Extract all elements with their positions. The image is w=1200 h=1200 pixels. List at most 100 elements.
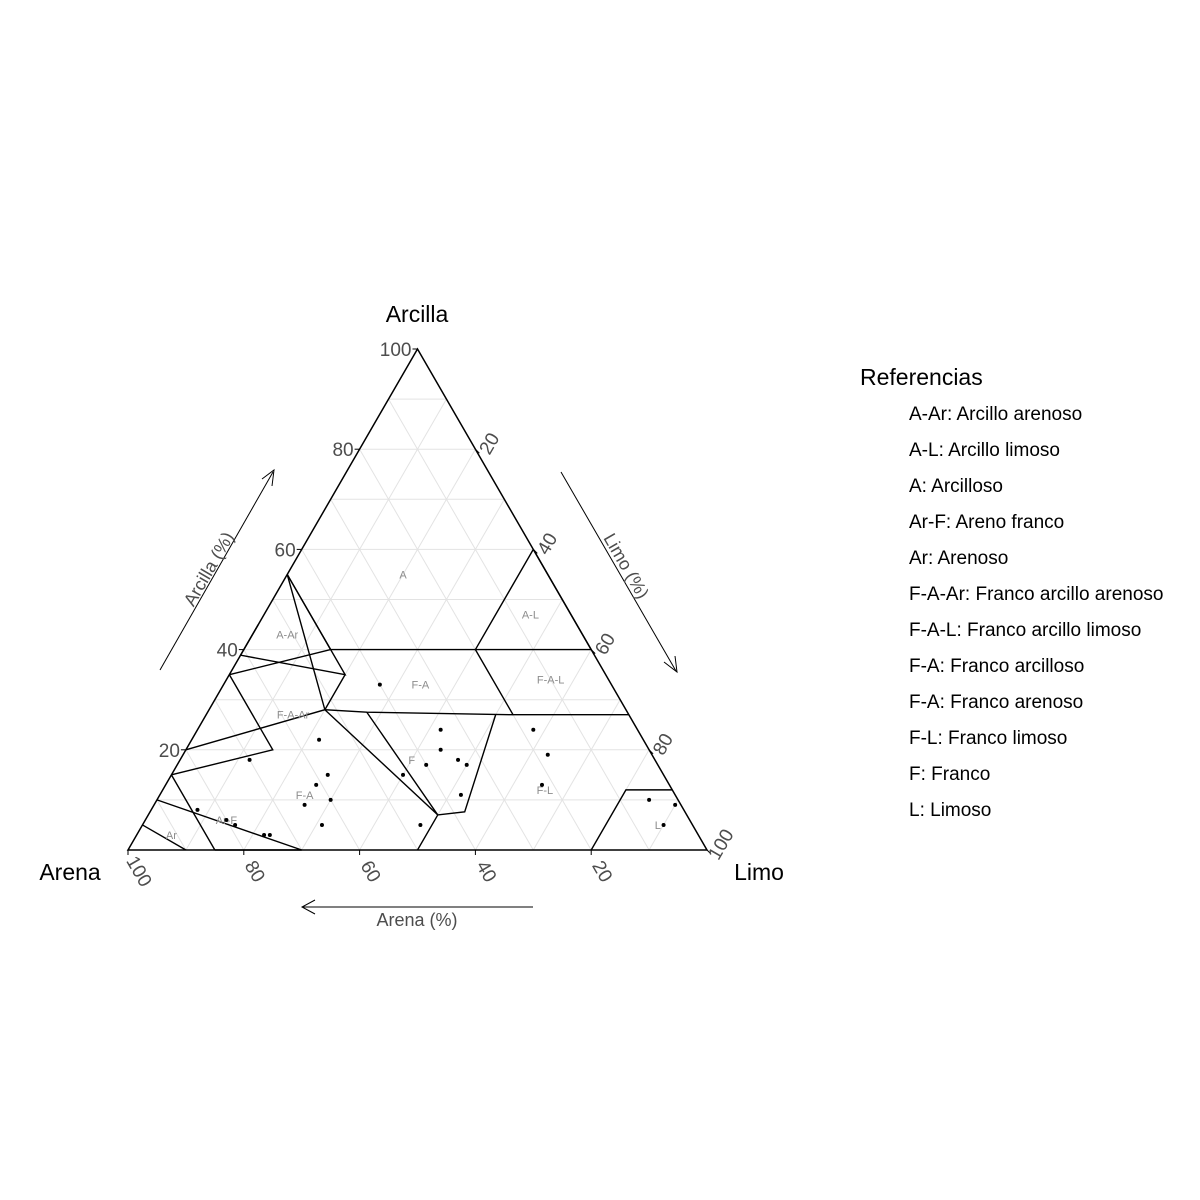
data-point	[647, 797, 652, 802]
region-label: L	[655, 820, 661, 832]
silt-axis-arrowhead	[663, 655, 678, 674]
legend-item: Ar: Arenoso	[909, 548, 1009, 569]
data-point	[401, 772, 406, 777]
grid-line-sand	[330, 499, 534, 851]
grid-line-sand	[243, 649, 361, 851]
silt-tick-label: 80	[649, 730, 678, 759]
class-boundary	[142, 824, 187, 851]
class-boundary	[323, 674, 514, 716]
data-point	[319, 822, 324, 827]
legend-item: A-L: Arcillo limoso	[909, 440, 1060, 461]
class-boundary	[170, 774, 216, 851]
region-label: A-Ar	[276, 630, 298, 642]
sand-axis-title: Arena (%)	[300, 899, 533, 930]
data-point	[262, 832, 267, 837]
data-point	[195, 807, 200, 812]
region-label: Ar	[166, 830, 177, 842]
legend-item: F-L: Franco limoso	[909, 728, 1068, 749]
grid-line-sand	[214, 699, 303, 851]
sand-tick-label: 20	[587, 857, 616, 886]
silt-tick-label: 60	[591, 630, 620, 659]
legend-item: L: Limoso	[909, 800, 992, 821]
silt-tick	[532, 549, 538, 554]
region-label: F-A	[412, 680, 430, 692]
class-boundary	[324, 709, 497, 816]
legend-item: F: Franco	[909, 764, 991, 785]
data-point	[545, 752, 550, 757]
data-point	[458, 792, 463, 797]
legend: Referencias A-Ar: Arcillo arenoso A-L: A…	[860, 364, 1163, 835]
region-label: F-A-L	[537, 675, 565, 687]
data-point	[233, 822, 238, 827]
class-boundary	[229, 574, 332, 676]
silt-tick	[475, 448, 480, 454]
data-point	[314, 782, 319, 787]
class-boundary	[171, 674, 274, 776]
silt-tick	[590, 649, 596, 654]
data-point	[673, 802, 678, 807]
legend-item: F-A: Franco arenoso	[909, 692, 1084, 713]
data-point	[531, 727, 536, 732]
data-points	[195, 682, 678, 837]
clay-tick-label: 20	[159, 741, 180, 762]
clay-tick-label: 60	[275, 540, 296, 561]
sand-tick-label: 100	[121, 853, 155, 891]
data-point	[438, 747, 443, 752]
data-point	[325, 772, 330, 777]
silt-tick	[706, 849, 712, 855]
data-point	[418, 822, 423, 827]
triangle-outline	[126, 347, 709, 851]
legend-title: Referencias	[860, 364, 983, 390]
legend-item: F-A: Franco arcilloso	[909, 656, 1085, 677]
clay-axis-arrowhead	[261, 468, 275, 487]
data-point	[302, 802, 307, 807]
grid-line-sand	[156, 799, 187, 851]
region-label: F-A-Ar	[277, 710, 310, 722]
clay-tick-label: 40	[217, 641, 238, 662]
legend-item: A: Arcilloso	[909, 476, 1003, 497]
legend-item: A-Ar: Arcillo arenoso	[909, 404, 1083, 425]
region-label: F-L	[537, 785, 554, 797]
triangle-frame	[126, 347, 709, 851]
data-point	[661, 822, 666, 827]
grid-line-silt	[532, 699, 621, 851]
data-point	[224, 817, 229, 822]
data-point	[438, 727, 443, 732]
legend-item: F-A-Ar: Franco arcillo arenoso	[909, 584, 1164, 605]
clay-axis-label: Arcilla (%)	[180, 528, 238, 609]
region-label: F	[408, 755, 415, 767]
data-point	[377, 682, 382, 687]
sand-tick-label: 60	[356, 857, 385, 886]
silt-tick-label: 20	[476, 430, 505, 459]
clay-tick-label: 80	[332, 440, 353, 461]
legend-item: Ar-F: Areno franco	[909, 512, 1065, 533]
region-label: A	[399, 569, 407, 581]
silt-axis-arrow	[560, 471, 677, 672]
grid-lines	[156, 398, 679, 851]
data-point	[464, 762, 469, 767]
data-point	[317, 737, 322, 742]
grid-line-sand	[388, 398, 650, 851]
class-boundary	[590, 789, 673, 851]
grid-line-silt	[474, 649, 592, 851]
top-vertex-label: Arcilla	[386, 301, 449, 327]
right-vertex-label: Limo	[734, 859, 784, 885]
silt-axis-label: Limo (%)	[600, 530, 653, 602]
silt-tick-label: 40	[534, 530, 563, 559]
grid-line-sand	[272, 599, 418, 851]
grid-line-silt	[301, 499, 505, 851]
sand-axis-label: Arena (%)	[376, 910, 457, 930]
clay-axis-arrow	[159, 471, 274, 671]
data-point	[247, 757, 252, 762]
left-vertex-label: Arena	[39, 859, 101, 885]
legend-list: A-Ar: Arcillo arenoso A-L: Arcillo limos…	[860, 403, 1163, 835]
data-point	[424, 762, 429, 767]
sand-tick-label: 40	[471, 857, 500, 886]
region-label: F-A	[296, 790, 314, 802]
sand-tick-label: 80	[240, 857, 269, 886]
legend-item: F-A-L: Franco arcillo limoso	[909, 620, 1142, 641]
data-point	[539, 782, 544, 787]
grid-line-silt	[417, 599, 563, 851]
